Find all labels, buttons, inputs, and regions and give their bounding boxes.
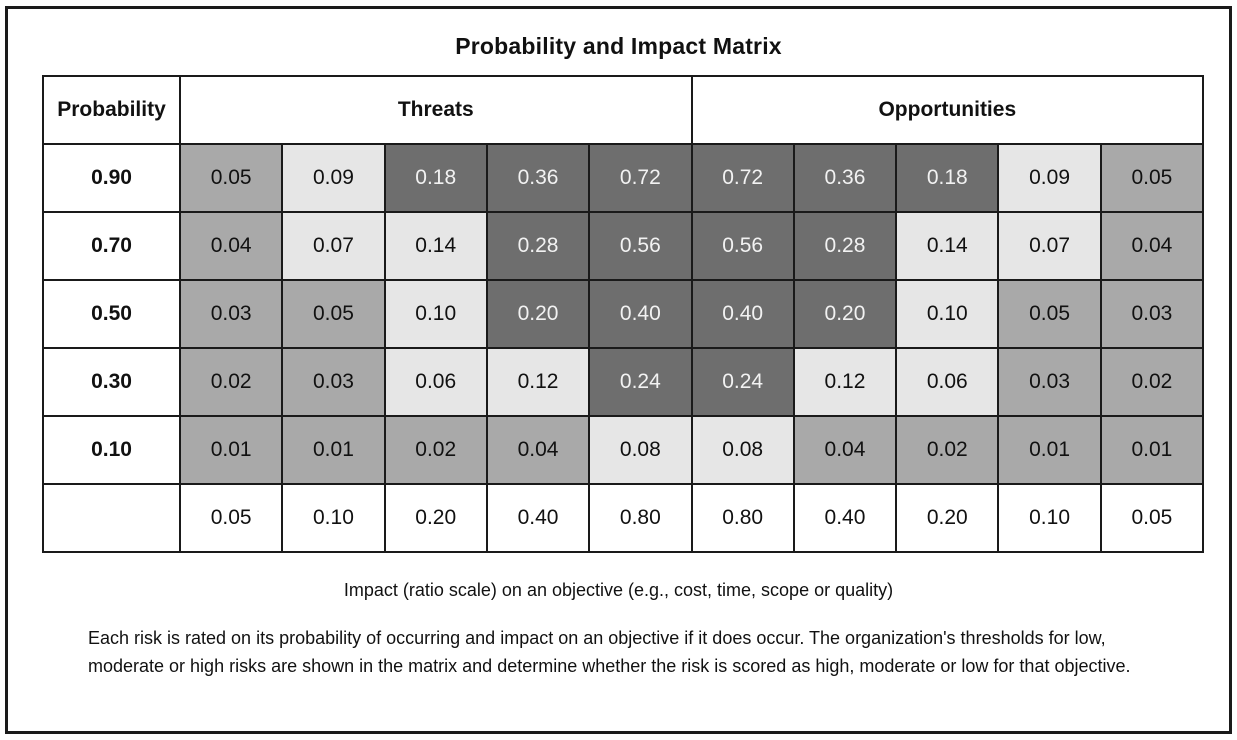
opportunity-score-cell: 0.02 xyxy=(1099,347,1205,417)
explanatory-note: Each risk is rated on its probability of… xyxy=(88,628,1131,676)
opportunity-score-cell: 0.03 xyxy=(1099,279,1205,349)
opportunity-score-cell: 0.05 xyxy=(1099,143,1205,213)
empty-corner-cell xyxy=(42,483,181,553)
opportunities-header: Opportunities xyxy=(690,75,1205,145)
probability-header: Probability xyxy=(42,75,181,145)
opportunity-score-cell: 0.02 xyxy=(895,415,1000,485)
probability-value: 0.70 xyxy=(42,211,181,281)
threat-score-cell: 0.28 xyxy=(485,211,591,281)
impact-value: 0.80 xyxy=(690,483,795,553)
opportunity-score-cell: 0.28 xyxy=(792,211,898,281)
header-row: Probability Threats Opportunities xyxy=(42,75,1205,145)
impact-value: 0.40 xyxy=(792,483,898,553)
threat-score-cell: 0.09 xyxy=(281,143,386,213)
threat-score-cell: 0.24 xyxy=(588,347,693,417)
threat-score-cell: 0.04 xyxy=(485,415,591,485)
threat-score-cell: 0.03 xyxy=(281,347,386,417)
impact-value: 0.20 xyxy=(383,483,488,553)
threat-score-cell: 0.12 xyxy=(485,347,591,417)
opportunity-score-cell: 0.72 xyxy=(690,143,795,213)
matrix-row: 0.70 0.04 0.07 0.14 0.28 0.56 0.56 0.28 0.14 0.07… xyxy=(42,211,1205,281)
threat-score-cell: 0.03 xyxy=(178,279,284,349)
threat-score-cell: 0.05 xyxy=(281,279,386,349)
threat-score-cell: 0.14 xyxy=(383,211,488,281)
opportunity-score-cell: 0.06 xyxy=(895,347,1000,417)
opportunity-score-cell: 0.56 xyxy=(690,211,795,281)
matrix-row: 0.10 0.01 0.01 0.02 0.04 0.08 0.08 0.04 0.02 0.01… xyxy=(42,415,1205,485)
threat-score-cell: 0.18 xyxy=(383,143,488,213)
matrix-row: 0.90 0.05 0.09 0.18 0.36 0.72 0.72 0.36 0.18 0.09… xyxy=(42,143,1205,213)
impact-row: 0.05 0.10 0.20 0.40 0.80 0.80 0.40 0.20 0.10 0.05 xyxy=(42,483,1205,553)
probability-impact-matrix: Probability Threats Opportunities 0.90 0.… xyxy=(42,75,1205,553)
opportunity-score-cell: 0.36 xyxy=(792,143,898,213)
probability-value: 0.10 xyxy=(42,415,181,485)
opportunity-score-cell: 0.14 xyxy=(895,211,1000,281)
impact-value: 0.05 xyxy=(1099,483,1205,553)
opportunity-score-cell: 0.01 xyxy=(1099,415,1205,485)
opportunity-score-cell: 0.07 xyxy=(997,211,1102,281)
impact-value: 0.05 xyxy=(178,483,284,553)
threat-score-cell: 0.10 xyxy=(383,279,488,349)
probability-value: 0.30 xyxy=(42,347,181,417)
matrix-row: 0.30 0.02 0.03 0.06 0.12 0.24 0.24 0.12 0.06 0.03… xyxy=(42,347,1205,417)
impact-axis-caption: Impact (ratio scale) on an objective (e.… xyxy=(343,580,894,600)
threat-score-cell: 0.05 xyxy=(178,143,284,213)
threats-header: Threats xyxy=(179,75,693,145)
threat-score-cell: 0.01 xyxy=(178,415,284,485)
opportunity-score-cell: 0.03 xyxy=(997,347,1102,417)
probability-value: 0.50 xyxy=(42,279,181,349)
threat-score-cell: 0.56 xyxy=(588,211,693,281)
opportunity-score-cell: 0.09 xyxy=(997,143,1102,213)
opportunity-score-cell: 0.10 xyxy=(895,279,1000,349)
probability-value: 0.90 xyxy=(42,143,181,213)
opportunity-score-cell: 0.40 xyxy=(690,279,795,349)
matrix-title: Probability and Impact Matrix xyxy=(455,33,782,59)
threat-score-cell: 0.20 xyxy=(485,279,591,349)
impact-value: 0.10 xyxy=(281,483,386,553)
diagram-frame: Probability and Impact Matrix Probabilit… xyxy=(5,6,1232,734)
impact-value: 0.40 xyxy=(485,483,591,553)
opportunity-score-cell: 0.04 xyxy=(1099,211,1205,281)
impact-value: 0.20 xyxy=(895,483,1000,553)
opportunity-score-cell: 0.18 xyxy=(895,143,1000,213)
threat-score-cell: 0.72 xyxy=(588,143,693,213)
threat-score-cell: 0.07 xyxy=(281,211,386,281)
threat-score-cell: 0.02 xyxy=(178,347,284,417)
matrix-row: 0.50 0.03 0.05 0.10 0.20 0.40 0.40 0.20 0.10 0.05… xyxy=(42,279,1205,349)
opportunity-score-cell: 0.20 xyxy=(792,279,898,349)
threat-score-cell: 0.08 xyxy=(588,415,693,485)
impact-value: 0.80 xyxy=(588,483,693,553)
threat-score-cell: 0.01 xyxy=(281,415,386,485)
threat-score-cell: 0.40 xyxy=(588,279,693,349)
opportunity-score-cell: 0.01 xyxy=(997,415,1102,485)
opportunity-score-cell: 0.05 xyxy=(997,279,1102,349)
threat-score-cell: 0.06 xyxy=(383,347,488,417)
threat-score-cell: 0.02 xyxy=(383,415,488,485)
opportunity-score-cell: 0.12 xyxy=(792,347,898,417)
threat-score-cell: 0.04 xyxy=(178,211,284,281)
opportunity-score-cell: 0.08 xyxy=(690,415,795,485)
threat-score-cell: 0.36 xyxy=(485,143,591,213)
opportunity-score-cell: 0.04 xyxy=(792,415,898,485)
opportunity-score-cell: 0.24 xyxy=(690,347,795,417)
impact-value: 0.10 xyxy=(997,483,1102,553)
